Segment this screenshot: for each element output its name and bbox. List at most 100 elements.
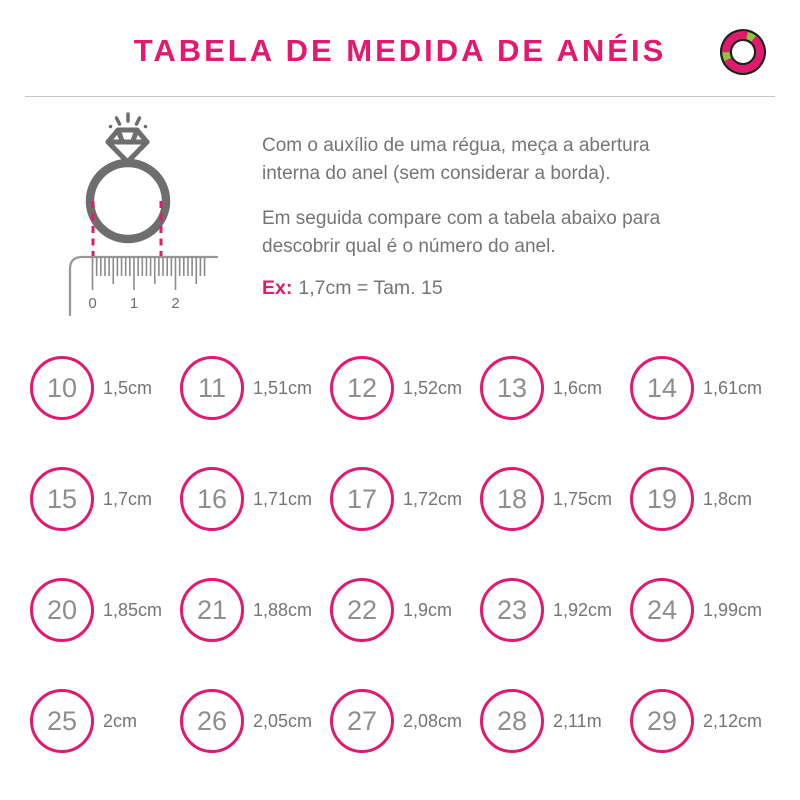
ring-size-number: 22 xyxy=(346,594,378,625)
size-cell: 25 2cm xyxy=(30,688,180,754)
header: TABELA DE MEDIDA DE ANÉIS xyxy=(0,0,800,96)
size-cell: 13 1,6cm xyxy=(480,355,630,421)
size-cell: 27 2,08cm xyxy=(330,688,480,754)
ring-size-circle: 20 xyxy=(30,578,94,642)
ring-size-measure: 2,11m xyxy=(553,710,602,731)
ring-size-measure: 1,52cm xyxy=(403,377,463,398)
measurement-dashed-lines xyxy=(91,201,163,256)
ring-size-measure: 1,51cm xyxy=(253,377,313,398)
ring-size-circle: 24 xyxy=(630,578,694,642)
ring-size-measure: 1,5cm xyxy=(103,377,153,398)
ring-size-measure: 1,7cm xyxy=(103,488,153,509)
example-label: Ex: xyxy=(262,277,293,299)
ring-size-circle: 26 xyxy=(180,689,244,753)
ring-size-measure: 1,88cm xyxy=(253,599,313,620)
diamond-icon xyxy=(105,127,150,165)
size-cell: 22 1,9cm xyxy=(330,577,480,643)
ring-size-circle: 12 xyxy=(330,356,394,420)
ring-size-circle: 23 xyxy=(480,578,544,642)
header-divider xyxy=(25,96,775,97)
ring-size-circle: 27 xyxy=(330,689,394,753)
sparkle-icon xyxy=(108,112,148,129)
instruction-paragraph-2: Em seguida compare com a tabela abaixo p… xyxy=(262,208,661,257)
size-cell: 10 1,5cm xyxy=(30,355,180,421)
ring-size-measure: 1,61cm xyxy=(703,377,763,398)
instruction-paragraph-1: Com o auxílio de uma régua, meça a abert… xyxy=(262,135,650,184)
ring-logo-icon xyxy=(720,29,766,75)
ruler-numbers: 0 1 2 xyxy=(88,295,179,312)
size-cell: 26 2,05cm xyxy=(180,688,330,754)
ring-size-number: 12 xyxy=(346,372,378,403)
ring-measure-illustration: 0 1 2 xyxy=(68,112,219,317)
example-value: 1,7cm = Tam. 15 xyxy=(298,277,443,299)
ring-size-circle: 18 xyxy=(480,467,544,531)
ring-size-number: 29 xyxy=(646,705,678,736)
ring-size-number: 27 xyxy=(346,705,378,736)
size-cell: 15 1,7cm xyxy=(30,466,180,532)
ring-size-measure: 2cm xyxy=(103,710,138,731)
ring-size-number: 24 xyxy=(646,594,678,625)
ring-size-measure: 1,9cm xyxy=(403,599,453,620)
ring-size-number: 21 xyxy=(196,594,228,625)
ruler-ticks xyxy=(91,257,206,290)
ring-size-circle: 21 xyxy=(180,578,244,642)
size-cell: 21 1,88cm xyxy=(180,577,330,643)
ring-size-measure: 1,99cm xyxy=(703,599,763,620)
ring-size-measure: 2,12cm xyxy=(703,710,763,731)
ring-size-number: 17 xyxy=(346,483,378,514)
instructions-section: Com o auxílio de uma régua, meça a abert… xyxy=(262,124,732,300)
ring-size-number: 14 xyxy=(646,372,678,403)
ring-size-circle: 29 xyxy=(630,689,694,753)
ring-icon xyxy=(85,158,171,244)
ring-size-number: 16 xyxy=(196,483,228,514)
ruler-frame xyxy=(68,255,219,317)
ring-size-circle: 17 xyxy=(330,467,394,531)
ring-size-number: 28 xyxy=(496,705,528,736)
ring-size-number: 26 xyxy=(196,705,228,736)
ring-size-number: 15 xyxy=(46,483,78,514)
page-title: TABELA DE MEDIDA DE ANÉIS xyxy=(133,33,667,68)
size-cell: 23 1,92cm xyxy=(480,577,630,643)
ring-size-measure: 2,05cm xyxy=(253,710,313,731)
size-cell: 29 2,12cm xyxy=(630,688,780,754)
ring-size-circle: 16 xyxy=(180,467,244,531)
ring-size-circle: 28 xyxy=(480,689,544,753)
ring-size-circle: 14 xyxy=(630,356,694,420)
ruler-label-0: 0 xyxy=(88,295,96,312)
ring-size-measure: 1,8cm xyxy=(703,488,753,509)
size-cell: 14 1,61cm xyxy=(630,355,780,421)
ring-size-circle: 13 xyxy=(480,356,544,420)
ring-size-measure: 1,85cm xyxy=(103,599,163,620)
ring-size-circle: 10 xyxy=(30,356,94,420)
ruler-label-2: 2 xyxy=(171,295,179,312)
ring-size-number: 13 xyxy=(496,372,528,403)
ring-size-measure: 1,71cm xyxy=(253,488,313,509)
ring-size-circle: 11 xyxy=(180,356,244,420)
size-cell: 20 1,85cm xyxy=(30,577,180,643)
ring-size-circle: 25 xyxy=(30,689,94,753)
ring-size-measure: 1,92cm xyxy=(553,599,613,620)
size-cell: 12 1,52cm xyxy=(330,355,480,421)
size-cell: 24 1,99cm xyxy=(630,577,780,643)
size-cell: 17 1,72cm xyxy=(330,466,480,532)
ring-size-circle: 19 xyxy=(630,467,694,531)
ring-size-measure: 1,75cm xyxy=(553,488,613,509)
size-cell: 11 1,51cm xyxy=(180,355,330,421)
example-line: Ex: 1,7cm = Tam. 15 xyxy=(262,277,732,300)
size-cell: 16 1,71cm xyxy=(180,466,330,532)
ring-size-number: 20 xyxy=(46,594,78,625)
ring-size-measure: 2,08cm xyxy=(403,710,463,731)
ring-size-circle: 22 xyxy=(330,578,394,642)
size-cell: 18 1,75cm xyxy=(480,466,630,532)
ring-size-number: 23 xyxy=(496,594,528,625)
ring-size-circle: 15 xyxy=(30,467,94,531)
ring-size-number: 10 xyxy=(46,372,78,403)
ring-size-number: 11 xyxy=(197,372,227,403)
size-cell: 19 1,8cm xyxy=(630,466,780,532)
ring-size-number: 18 xyxy=(496,483,528,514)
size-cell: 28 2,11m xyxy=(480,688,630,754)
ruler-label-1: 1 xyxy=(130,295,138,312)
ring-size-measure: 1,6cm xyxy=(553,377,603,398)
ring-size-number: 19 xyxy=(646,483,678,514)
